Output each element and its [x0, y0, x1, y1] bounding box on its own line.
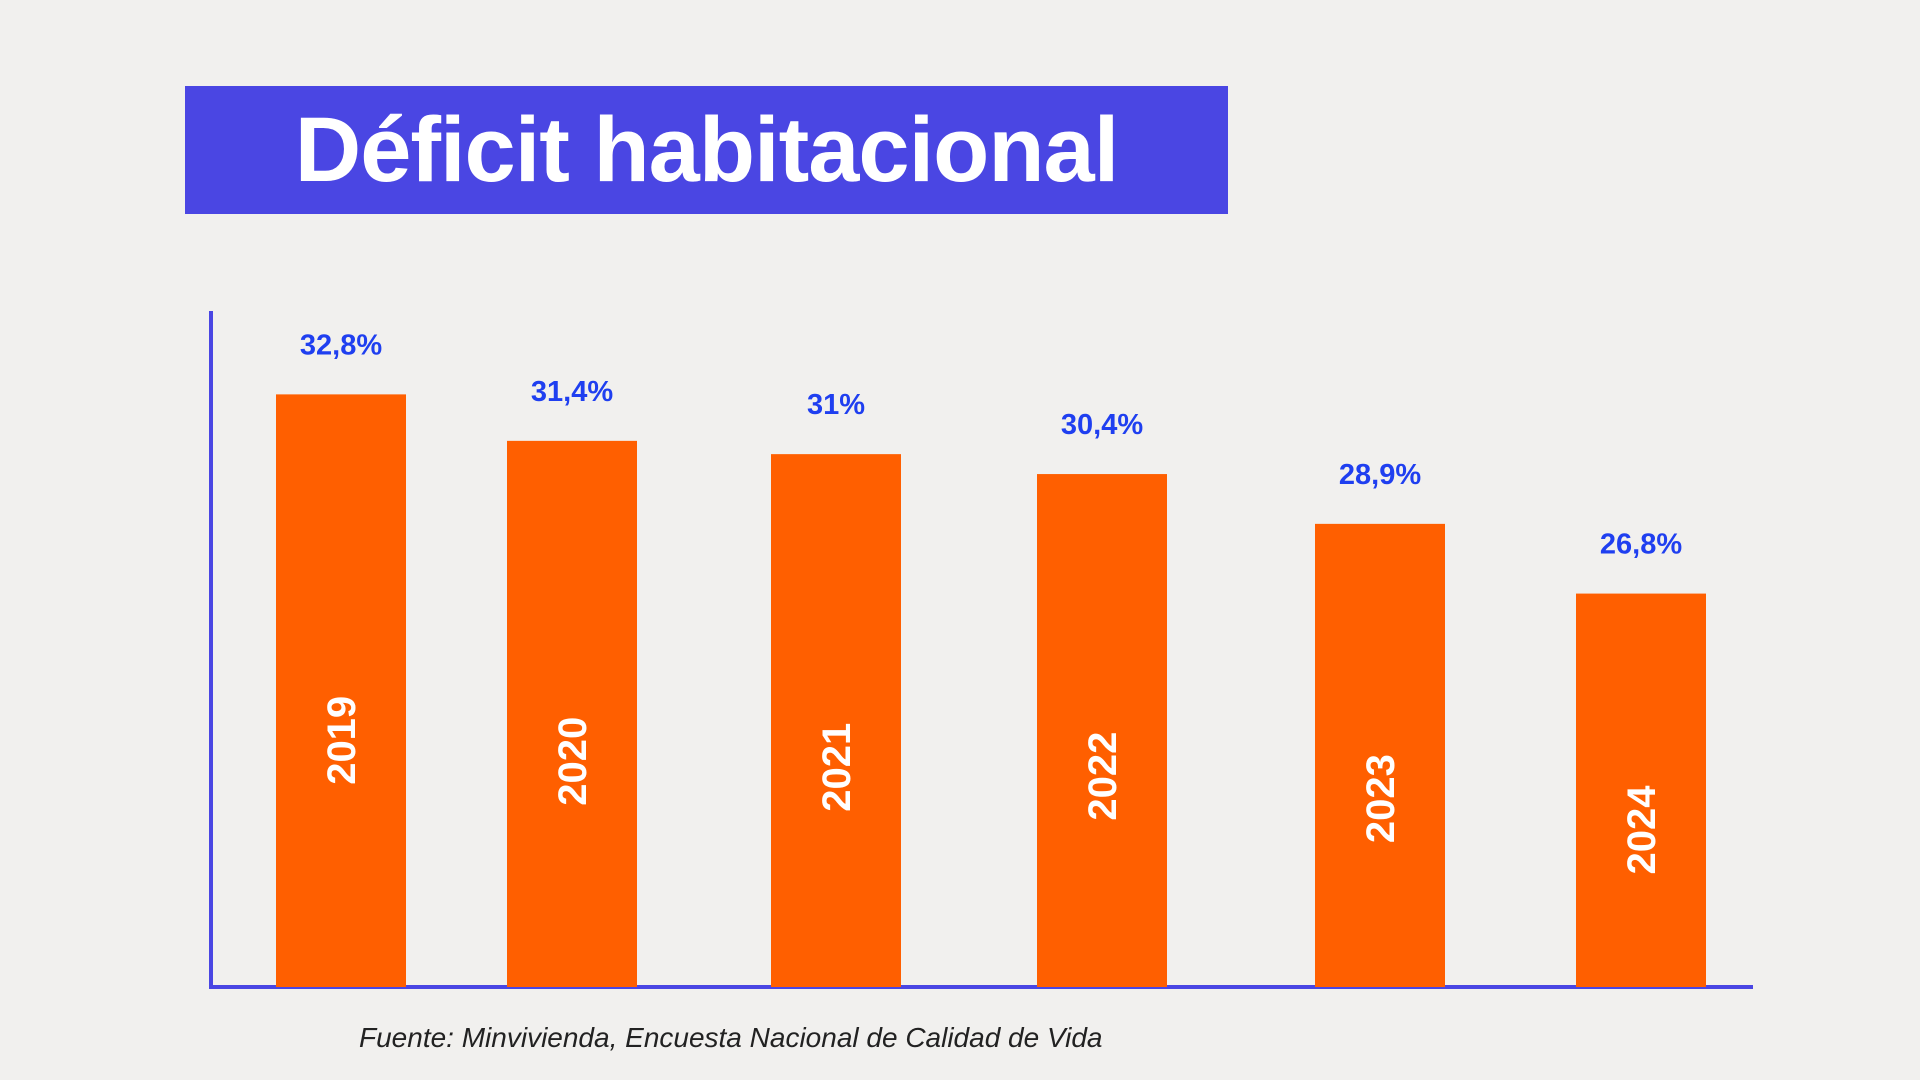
category-label-2022: 2022 — [1081, 732, 1125, 821]
chart-title: Déficit habitacional — [294, 98, 1119, 201]
source-note: Fuente: Minvivienda, Encuesta Nacional d… — [359, 1022, 1103, 1053]
category-label-2023: 2023 — [1359, 754, 1403, 843]
data-label-2021: 31% — [807, 389, 865, 421]
data-label-2023: 28,9% — [1339, 459, 1421, 491]
category-label-2019: 2019 — [320, 696, 364, 785]
bar-2019 — [276, 394, 406, 987]
category-label-2021: 2021 — [815, 723, 859, 812]
data-label-2020: 31,4% — [531, 376, 613, 408]
bar-2021 — [771, 454, 901, 987]
chart-title-box: Déficit habitacional — [185, 86, 1228, 214]
category-label-2024: 2024 — [1620, 785, 1664, 875]
bar-2023 — [1315, 523, 1445, 987]
bar-2022 — [1037, 474, 1167, 987]
bar-2024 — [1576, 593, 1706, 987]
bar-2020 — [507, 440, 637, 987]
data-label-2019: 32,8% — [300, 329, 382, 361]
data-label-2024: 26,8% — [1600, 529, 1682, 561]
data-label-2022: 30,4% — [1061, 409, 1143, 441]
category-label-2020: 2020 — [551, 717, 595, 806]
